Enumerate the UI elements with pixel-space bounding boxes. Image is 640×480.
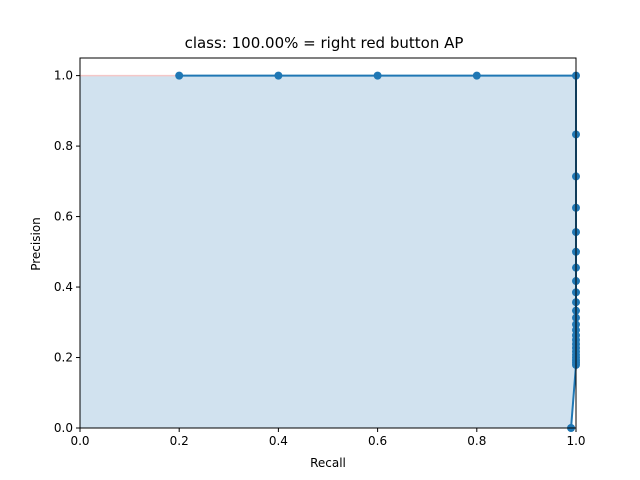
x-tick-label: 0.8 [467,434,486,448]
data-point [472,71,481,80]
x-tick-label: 0.2 [170,434,189,448]
y-tick-label: 0.8 [54,139,73,153]
x-tick-label: 0.6 [368,434,387,448]
y-tick-label: 0.2 [54,351,73,365]
pr-area-fill [80,75,576,428]
y-axis-label: Precision [29,217,43,271]
data-point [175,71,184,80]
y-tick-label: 0.0 [54,421,73,435]
axes-frame [79,57,577,429]
y-tick-label: 0.4 [54,280,73,294]
data-point [373,71,382,80]
x-tick-label: 1.0 [566,434,585,448]
x-tick-label: 0.4 [269,434,288,448]
x-axis-label: Recall [310,456,346,470]
y-tick-label: 1.0 [54,69,73,83]
plot-area: 0.0 0.2 0.4 0.6 0.8 1.0 0.0 0.2 0.4 0.6 0.8 1.0 [54,57,586,448]
x-tick-label: 0.0 [70,434,89,448]
y-tick-label: 0.6 [54,210,73,224]
chart-title: class: 100.00% = right red button AP [185,34,464,52]
data-point [274,71,283,80]
